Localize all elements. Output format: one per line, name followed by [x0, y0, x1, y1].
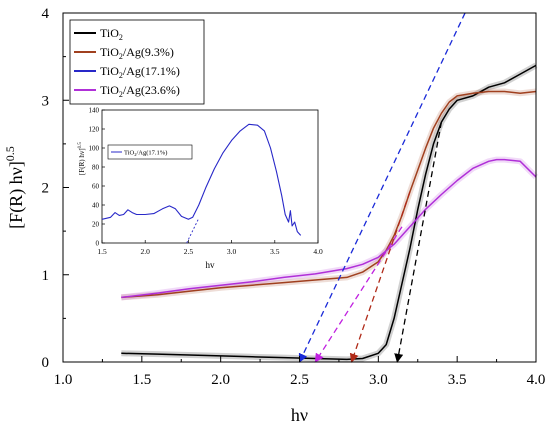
inset-x-axis-title: hv	[206, 260, 216, 270]
inset-x-tick-label: 1.5	[97, 247, 107, 256]
x-tick-label: 2.0	[211, 372, 230, 388]
y-tick-label: 4	[42, 6, 50, 22]
series-line-tio2	[121, 64, 537, 361]
tangent-layer	[298, 12, 466, 363]
inset-y-tick-label: 140	[89, 107, 100, 115]
legend-label-tio2-ag-17-1: TiO2/Ag(17.1%)	[100, 64, 180, 80]
inset-y-tick-label: 120	[89, 126, 100, 134]
inset-y-tick-label: 40	[92, 202, 100, 210]
inset-tangent-layer	[186, 218, 200, 244]
x-tick-label: 1.0	[54, 372, 73, 388]
inset-axis-layer: 1.5 2.0 2.5 3.0 3.5 4.0 0 20 40 60 80 100 120 140	[89, 107, 323, 257]
inset-frame	[101, 109, 319, 244]
inset-y-tick-label: 100	[89, 145, 100, 153]
y-tick-label: 2	[42, 181, 50, 197]
x-tick-label: 3.0	[369, 372, 388, 388]
y-axis-title-main: [F(R) hν]	[6, 161, 27, 229]
inset-y-axis-title-main: [F(R) hv]	[78, 148, 86, 175]
y-tick-label: 0	[42, 355, 50, 371]
inset-x-tick-label: 2.5	[184, 247, 194, 256]
inset-y-axis-title: [F(R) hv]0.5	[78, 142, 86, 175]
legend: TiO2 TiO2/Ag(9.3%) TiO2/Ag(17.1%) TiO2/Ag(2…	[69, 19, 205, 105]
inset-y-tick-label: 20	[92, 221, 100, 229]
inset-x-tick-label: 2.0	[141, 247, 151, 256]
x-tick-label: 4.0	[527, 372, 546, 388]
inset-y-tick-label: 0	[96, 240, 100, 248]
inset-y-tick-label: 60	[92, 183, 100, 191]
tangent-tio2-ag-17-1	[298, 12, 466, 363]
inset-series-line-tio2-ag-17-1	[101, 123, 302, 236]
axis-layer: 1.0 1.5 2.0 2.5 3.0 3.5 4.0 0 1 2 3 4	[42, 6, 546, 388]
x-axis-title: hν	[291, 405, 308, 425]
inset-x-tick-label: 4.0	[313, 247, 323, 256]
series-line-tio2-ag-23-6	[121, 158, 537, 299]
y-tick-label: 1	[42, 268, 50, 284]
y-tick-label: 3	[42, 93, 50, 109]
x-tick-label: 2.5	[290, 372, 309, 388]
x-tick-label: 3.5	[448, 372, 467, 388]
y-axis-title-exponent: 0.5	[3, 146, 17, 161]
y-axis-title: [F(R) hν]0.5	[3, 146, 27, 229]
inset-legend-box	[107, 144, 193, 160]
inset-x-tick-label: 3.5	[270, 247, 280, 256]
inset-y-tick-label: 80	[92, 164, 100, 172]
tangent-tio2	[394, 121, 443, 363]
legend-label-tio2-ag-23-6: TiO2/Ag(23.6%)	[100, 83, 180, 99]
legend-label-tio2: TiO2	[100, 26, 123, 42]
inset-x-tick-label: 3.0	[227, 247, 237, 256]
tangent-tio2-ag-23-6	[314, 226, 403, 363]
inset-legend: TiO2/Ag(17.1%)	[107, 144, 193, 160]
inset-y-axis-title-exponent: 0.5	[78, 142, 83, 149]
x-tick-label: 1.5	[132, 372, 151, 388]
inset-series-layer	[101, 123, 302, 236]
legend-label-tio2-ag-9-3: TiO2/Ag(9.3%)	[100, 45, 174, 61]
inset-tangent-tio2-ag-17-1	[186, 218, 200, 244]
inset-legend-label: TiO2/Ag(17.1%)	[124, 150, 167, 158]
